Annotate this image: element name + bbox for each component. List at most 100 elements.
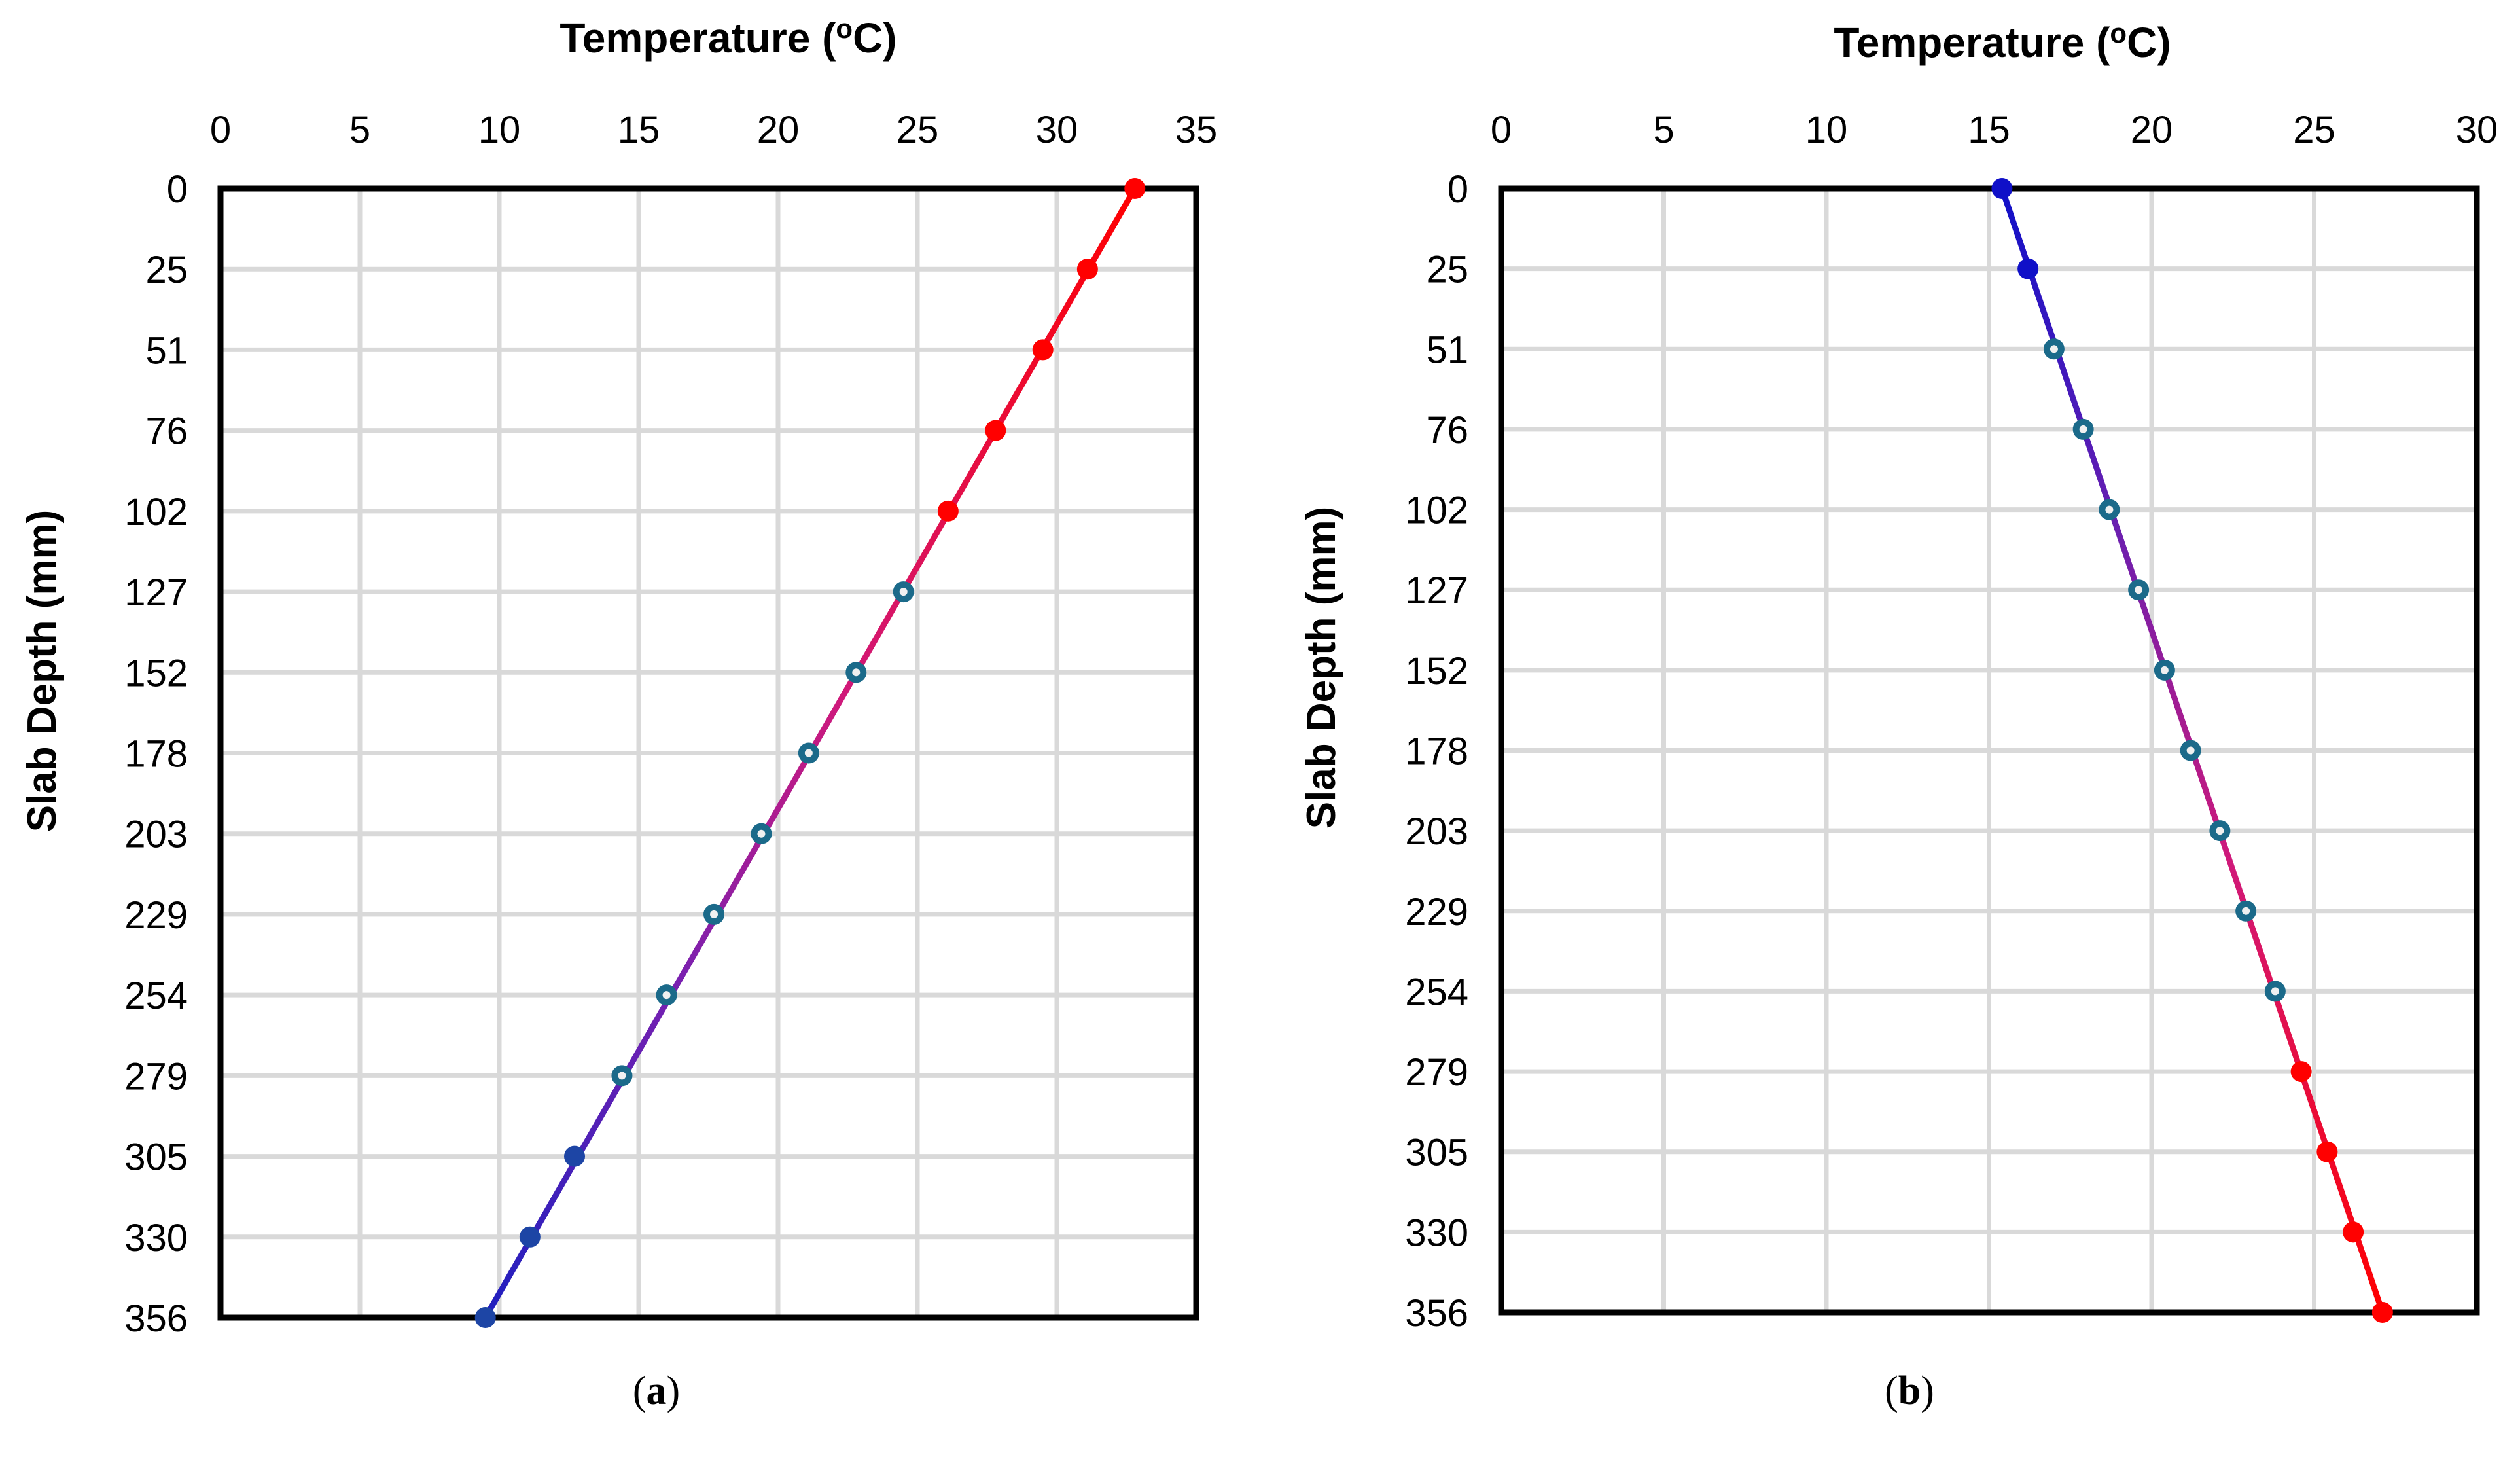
chart-a-x-ticks: 0 5 10 15 20 25 30 35	[210, 109, 1217, 151]
chart-b-data-point-center	[2216, 827, 2224, 835]
chart-b-data-point-center	[2242, 907, 2250, 915]
chart-b-y-tick-label: 305	[1405, 1132, 1468, 1174]
chart-b-data-point-center	[2186, 746, 2195, 755]
chart-b-y-tick-label: 76	[1426, 409, 1468, 452]
chart-b-y-tick-label: 254	[1405, 971, 1468, 1013]
chart-a-y-tick-label: 102	[124, 491, 188, 533]
chart-b-y-tick-label: 229	[1405, 891, 1468, 933]
chart-a-data-point	[937, 500, 959, 522]
chart-b-markers	[1991, 178, 2393, 1323]
chart-a-y-tick-label: 279	[124, 1055, 188, 1098]
chart-b-y-tick-label: 178	[1405, 730, 1468, 773]
chart-b: Temperature (oC) Slab Depth (mm) 0 5 10 15 2…	[1299, 18, 2498, 1335]
chart-a-data-point	[1032, 339, 1054, 361]
chart-a-x-tick-label: 0	[210, 109, 231, 151]
chart-a-y-tick-label: 0	[167, 168, 188, 211]
chart-b-x-tick-label: 25	[2293, 109, 2335, 151]
chart-a-y-tick-label: 76	[145, 410, 188, 453]
chart-b-y-tick-label: 0	[1447, 168, 1468, 211]
chart-b-data-point	[1991, 178, 2013, 199]
chart-a-x-tick-label: 35	[1175, 109, 1218, 151]
chart-b-x-tick-label: 15	[1968, 109, 2010, 151]
chart-a-data-point-center	[852, 668, 861, 677]
chart-b-data-point	[2343, 1221, 2364, 1243]
chart-b-data-point-center	[2050, 345, 2058, 353]
chart-a-data-point	[1076, 259, 1098, 280]
chart-b-y-tick-label: 127	[1405, 569, 1468, 612]
chart-a-x-tick-label: 30	[1036, 109, 1078, 151]
chart-a-xlabel-main: Temperature (	[559, 14, 836, 62]
caption-a: (a)	[632, 1369, 681, 1413]
chart-b-y-tick-label: 356	[1405, 1292, 1468, 1335]
chart-a-data-point	[564, 1145, 586, 1167]
chart-b-data-point	[2290, 1061, 2312, 1083]
chart-a-data-point	[519, 1226, 541, 1248]
caption-b-letter: b	[1898, 1369, 1921, 1413]
chart-a-data-point	[1124, 178, 1146, 199]
chart-b-data-point	[2316, 1141, 2338, 1162]
chart-a-y-tick-label: 127	[124, 571, 188, 614]
chart-a-y-tick-label: 25	[145, 249, 188, 291]
chart-a-y-tick-label: 51	[145, 329, 188, 372]
chart-b-y-tick-label: 25	[1426, 249, 1468, 291]
chart-b-y-tick-label: 51	[1426, 329, 1468, 371]
chart-a-data-point	[985, 420, 1006, 441]
chart-b-y-tick-label: 203	[1405, 810, 1468, 853]
chart-a-y-ticks: 0 25 51 76 102 127 152 178 203 229 254 279 305 330 356	[124, 168, 188, 1340]
chart-b-x-ticks: 0 5 10 15 20 25 30	[1491, 109, 2498, 151]
chart-b-data-point-center	[2105, 505, 2114, 514]
chart-b-y-ticks: 0 25 51 76 102 127 152 178 203 229 254 279 305 330 356	[1405, 168, 1468, 1335]
chart-b-x-tick-label: 10	[1805, 109, 1848, 151]
chart-b-data-point	[2371, 1302, 2393, 1323]
chart-a-gridlines	[218, 186, 1199, 1320]
chart-a-plot-frame	[217, 185, 1199, 1321]
chart-b-xlabel-main: Temperature (	[1834, 19, 2110, 66]
chart-a-y-tick-label: 229	[124, 894, 188, 937]
caption-b: (b)	[1885, 1369, 1934, 1413]
chart-a-xlabel: Temperature (oC)	[559, 13, 896, 62]
chart-a-ylabel: Slab Depth (mm)	[20, 510, 65, 833]
chart-a-y-tick-label: 356	[124, 1297, 188, 1340]
chart-a-data-point	[474, 1307, 496, 1328]
chart-b-plot-frame	[1498, 185, 2480, 1316]
chart-b-x-tick-label: 30	[2456, 109, 2498, 151]
chart-b-x-tick-label: 0	[1491, 109, 1512, 151]
chart-a: Temperature (oC) Slab Depth (mm) 0 5 10 15 2…	[20, 13, 1217, 1340]
chart-a-y-tick-label: 152	[124, 652, 188, 694]
chart-b-data-point-center	[2271, 987, 2279, 996]
chart-b-x-tick-label: 20	[2131, 109, 2173, 151]
caption-a-letter: a	[646, 1369, 667, 1413]
chart-a-x-tick-label: 5	[349, 109, 370, 151]
chart-a-data-point-center	[757, 829, 766, 838]
chart-a-data-point-center	[618, 1072, 626, 1080]
chart-a-data-point-center	[804, 749, 813, 757]
chart-a-y-tick-label: 203	[124, 814, 188, 856]
chart-a-data-point-center	[899, 588, 908, 596]
chart-b-xlabel: Temperature (oC)	[1834, 18, 2171, 66]
chart-a-x-tick-label: 15	[618, 109, 660, 151]
chart-b-x-tick-label: 5	[1653, 109, 1674, 151]
chart-b-data-point-center	[2135, 586, 2143, 594]
chart-b-y-tick-label: 102	[1405, 490, 1468, 532]
chart-b-data-point-center	[2079, 425, 2087, 433]
chart-a-y-tick-label: 254	[124, 975, 188, 1017]
chart-a-x-tick-label: 25	[896, 109, 939, 151]
chart-a-data-point-center	[710, 910, 719, 918]
chart-a-xlabel-tail: C)	[853, 14, 897, 62]
chart-a-markers	[474, 178, 1146, 1328]
chart-a-y-tick-label: 330	[124, 1217, 188, 1259]
chart-a-data-point-center	[662, 991, 671, 1000]
chart-b-ylabel: Slab Depth (mm)	[1299, 507, 1344, 829]
chart-a-x-tick-label: 10	[478, 109, 521, 151]
chart-b-y-tick-label: 279	[1405, 1051, 1468, 1094]
chart-b-xlabel-sup: o	[2110, 18, 2127, 48]
chart-a-x-tick-label: 20	[757, 109, 800, 151]
chart-a-y-tick-label: 305	[124, 1136, 188, 1179]
chart-a-xlabel-sup: o	[836, 13, 853, 44]
chart-b-y-tick-label: 152	[1405, 650, 1468, 693]
chart-b-y-tick-label: 330	[1405, 1212, 1468, 1254]
chart-b-data-point-center	[2160, 666, 2169, 674]
chart-a-y-tick-label: 178	[124, 733, 188, 776]
chart-b-data-point	[2017, 258, 2039, 279]
